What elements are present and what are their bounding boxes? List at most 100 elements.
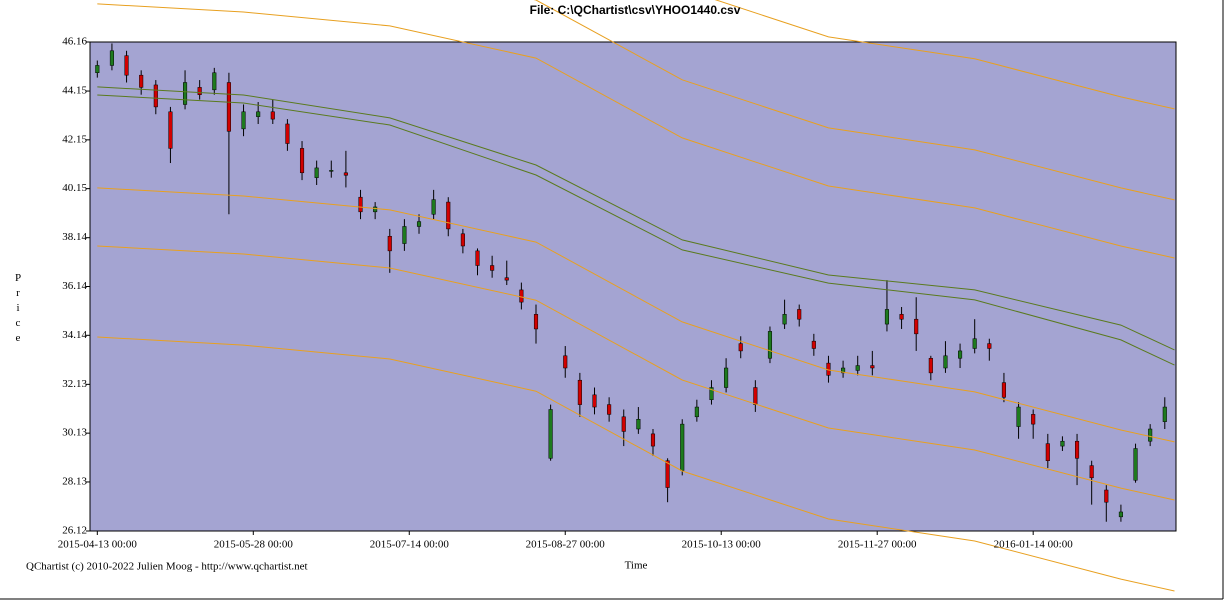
candle-body [636, 418, 641, 430]
candle-body [1001, 382, 1006, 398]
candle-body [607, 404, 612, 415]
x-tick-label: 2015-04-13 00:00 [58, 539, 138, 551]
candle-body [914, 318, 919, 335]
candle-body [358, 196, 363, 213]
y-tick-label: 36.14 [62, 280, 87, 292]
candle-body [709, 387, 714, 400]
candle-body [153, 84, 158, 108]
candle-body [1162, 406, 1167, 422]
y-tick-label: 34.14 [62, 329, 87, 341]
candle-body [592, 394, 597, 408]
candle-body [1104, 489, 1109, 503]
candle-body [928, 357, 933, 374]
candle-body [197, 87, 202, 95]
x-axis-label: Time [625, 560, 648, 572]
candle-body [694, 406, 699, 418]
indicator-lines [97, 0, 1175, 592]
candle-body [416, 221, 422, 227]
candle-body [958, 350, 963, 359]
candle-body [972, 338, 977, 349]
candle-body [504, 277, 509, 281]
band-line [97, 187, 1175, 443]
candle-body [490, 265, 495, 271]
candle-body [329, 170, 334, 172]
candle-body [124, 55, 129, 76]
candle-body [226, 82, 231, 132]
candle-body [782, 314, 787, 325]
band-line [97, 245, 1175, 501]
band-line [533, 0, 1175, 201]
candle-body [343, 172, 348, 176]
chart-title: File: C:\QChartist\csv\YHOO1440.csv [530, 3, 741, 17]
x-tick-label: 2015-05-28 00:00 [214, 539, 294, 551]
candle-body [811, 340, 816, 349]
candle-body [943, 355, 948, 369]
candle-body [738, 343, 743, 352]
y-tick-label: 26.12 [62, 525, 87, 537]
candle-body [182, 82, 188, 105]
candle-body [1089, 465, 1094, 479]
candle-body [168, 111, 173, 149]
marks [95, 43, 1167, 522]
y-tick-label: 40.15 [62, 182, 87, 194]
candle-body [855, 365, 860, 371]
candle-body [373, 206, 378, 213]
band-line [97, 336, 1175, 592]
candle-body [841, 367, 846, 374]
x-tick-label: 2015-10-13 00:00 [682, 539, 762, 551]
candle-body [680, 423, 685, 471]
candle-body [621, 416, 626, 432]
candle-body [285, 123, 290, 144]
candle-body [724, 367, 729, 388]
candle-body [870, 365, 875, 369]
candle-body [753, 387, 758, 405]
candle-body [665, 460, 670, 488]
x-tick-label: 2015-11-27 00:00 [838, 539, 917, 551]
candle-body [1148, 428, 1153, 442]
candle-body [1016, 406, 1021, 427]
band-line [97, 3, 1175, 259]
candle-body [95, 65, 100, 73]
candle-body [1060, 440, 1065, 447]
candle-body [241, 111, 246, 130]
candle-body [270, 111, 275, 120]
candle-body [139, 74, 144, 88]
candle-body [577, 379, 582, 405]
candle-body [533, 314, 539, 330]
y-tick-label: 46.16 [62, 36, 87, 48]
x-tick-label: 2015-07-14 00:00 [370, 539, 450, 551]
candle-body [314, 167, 319, 178]
candle-body [446, 201, 451, 230]
candle-body [1133, 448, 1138, 481]
candle-body [212, 72, 217, 91]
candle-body [899, 314, 904, 320]
candle-body [387, 235, 392, 252]
y-axis-label: Price [12, 272, 24, 347]
y-tick-label: 30.13 [62, 427, 87, 439]
candle-body [402, 226, 407, 244]
candle-body [767, 331, 773, 359]
band-line [714, 0, 1175, 110]
y-tick-label: 32.13 [62, 378, 87, 390]
candle-body [1045, 443, 1050, 461]
candle-body [1031, 414, 1036, 425]
candle-body [256, 111, 261, 117]
candle-body [475, 250, 480, 266]
band-line [97, 86, 1175, 351]
candle-body [431, 199, 436, 215]
candle-body [519, 289, 524, 303]
band-line [97, 94, 1175, 366]
x-tick-label: 2016-01-14 00:00 [994, 539, 1074, 551]
candle-body [987, 343, 992, 349]
candle-body [460, 233, 465, 247]
candle-body [548, 409, 553, 459]
y-tick-label: 42.15 [62, 133, 87, 145]
candle-body [109, 50, 114, 66]
candle-body [563, 355, 568, 369]
candle-body [884, 309, 890, 325]
x-tick-label: 2015-08-27 00:00 [526, 539, 606, 551]
candle-body [650, 433, 656, 447]
candle-body [1118, 511, 1123, 518]
